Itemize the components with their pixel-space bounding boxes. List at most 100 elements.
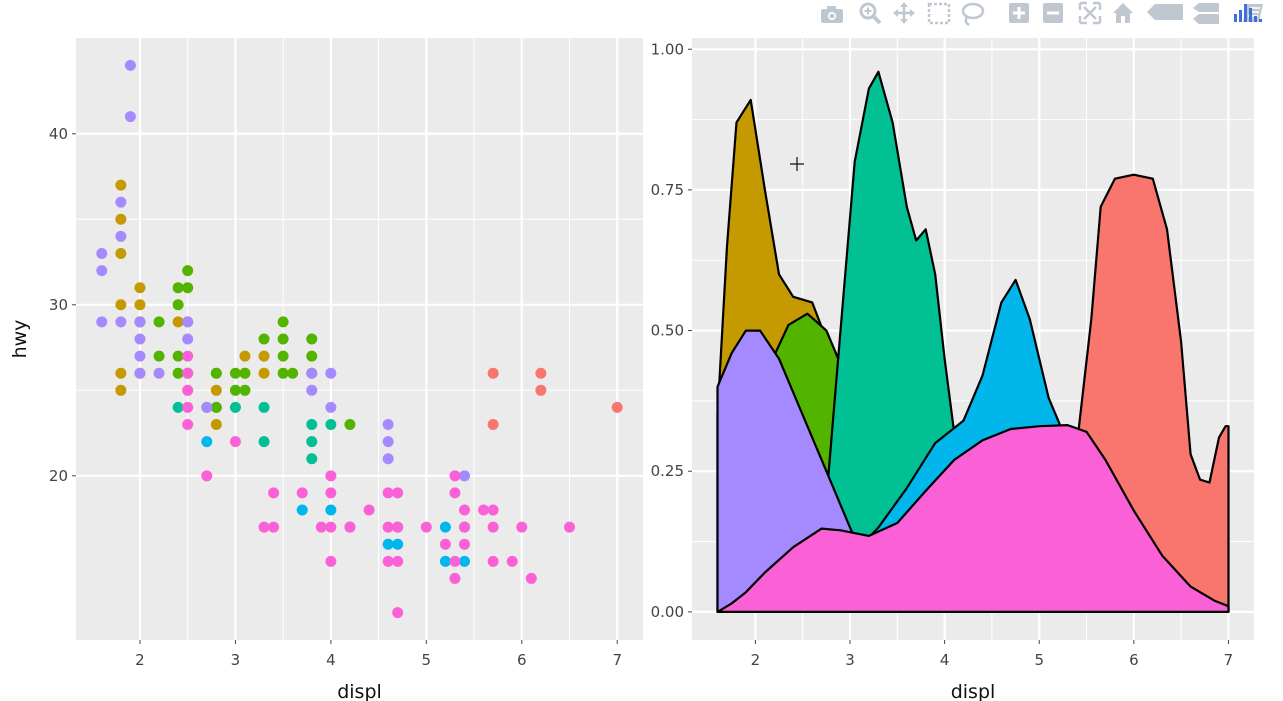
plotly-logo-bar[interactable] bbox=[1239, 10, 1242, 22]
zoom-icon[interactable] bbox=[859, 2, 882, 25]
scatter-point-2seater[interactable] bbox=[535, 384, 547, 396]
scatter-point-compact[interactable] bbox=[210, 384, 222, 396]
scatter-point-midsize[interactable] bbox=[306, 333, 318, 345]
scatter-point-midsize[interactable] bbox=[258, 333, 270, 345]
zoom-in-icon[interactable] bbox=[1009, 3, 1029, 23]
scatter-point-suv[interactable] bbox=[449, 470, 461, 482]
scatter-point-subcompact[interactable] bbox=[124, 111, 136, 123]
scatter-point-subcompact[interactable] bbox=[96, 316, 108, 328]
scatter-point-subcompact[interactable] bbox=[115, 196, 127, 208]
scatter-point-subcompact[interactable] bbox=[96, 265, 108, 277]
scatter-point-subcompact[interactable] bbox=[134, 367, 146, 379]
scatter-point-midsize[interactable] bbox=[277, 316, 289, 328]
scatter-point-subcompact[interactable] bbox=[459, 470, 470, 482]
scatter-point-subcompact[interactable] bbox=[96, 247, 108, 259]
scatter-point-minivan[interactable] bbox=[306, 436, 318, 448]
scatter-point-midsize[interactable] bbox=[277, 333, 289, 345]
scatter-point-pickup[interactable] bbox=[201, 436, 213, 448]
spike-lines-icon[interactable] bbox=[1147, 4, 1183, 20]
scatter-point-suv[interactable] bbox=[382, 521, 394, 533]
scatter-point-suv[interactable] bbox=[229, 436, 241, 448]
scatter-point-midsize[interactable] bbox=[153, 350, 165, 362]
scatter-point-midsize[interactable] bbox=[182, 282, 194, 294]
scatter-point-midsize[interactable] bbox=[239, 367, 251, 379]
scatter-point-midsize[interactable] bbox=[239, 384, 251, 396]
density-areas[interactable] bbox=[716, 70, 1230, 613]
scatter-point-subcompact[interactable] bbox=[115, 230, 127, 242]
scatter-point-2seater[interactable] bbox=[535, 367, 547, 379]
scatter-point-subcompact[interactable] bbox=[382, 453, 394, 465]
scatter-point-midsize[interactable] bbox=[153, 316, 165, 328]
camera-icon[interactable] bbox=[821, 6, 843, 23]
scatter-point-compact[interactable] bbox=[258, 367, 270, 379]
plotly-logo-bar[interactable] bbox=[1244, 4, 1247, 22]
scatter-point-minivan[interactable] bbox=[306, 453, 318, 465]
scatter-point-pickup[interactable] bbox=[296, 504, 308, 516]
scatter-point-compact[interactable] bbox=[115, 384, 127, 396]
scatter-point-compact[interactable] bbox=[115, 247, 127, 259]
scatter-point-midsize[interactable] bbox=[229, 384, 241, 396]
scatter-point-suv[interactable] bbox=[382, 487, 394, 499]
scatter-point-midsize[interactable] bbox=[172, 299, 184, 311]
scatter-point-suv[interactable] bbox=[325, 555, 337, 567]
scatter-point-suv[interactable] bbox=[449, 555, 461, 567]
scatter-point-midsize[interactable] bbox=[210, 367, 222, 379]
scatter-point-compact[interactable] bbox=[134, 282, 146, 294]
scatter-point-pickup[interactable] bbox=[459, 555, 470, 567]
plotly-logo-bar[interactable] bbox=[1254, 16, 1257, 22]
scatter-point-suv[interactable] bbox=[564, 521, 575, 533]
scatter-point-suv[interactable] bbox=[449, 572, 461, 584]
plotly-logo-bar[interactable] bbox=[1259, 19, 1262, 22]
scatter-point-compact[interactable] bbox=[115, 213, 127, 225]
scatter-point-compact[interactable] bbox=[115, 179, 127, 191]
scatter-point-minivan[interactable] bbox=[229, 401, 241, 413]
compare-hover-icon[interactable] bbox=[1193, 3, 1219, 24]
scatter-point-suv[interactable] bbox=[182, 401, 194, 413]
scatter-point-pickup[interactable] bbox=[325, 504, 337, 516]
scatter-point-subcompact[interactable] bbox=[134, 333, 146, 345]
scatter-point-suv[interactable] bbox=[420, 521, 432, 533]
autoscale-icon[interactable] bbox=[1078, 1, 1102, 25]
scatter-point-compact[interactable] bbox=[134, 299, 146, 311]
scatter-point-suv[interactable] bbox=[344, 521, 356, 533]
scatter-point-suv[interactable] bbox=[315, 521, 327, 533]
scatter-points[interactable] bbox=[96, 59, 623, 619]
scatter-point-midsize[interactable] bbox=[277, 350, 289, 362]
scatter-point-subcompact[interactable] bbox=[325, 367, 337, 379]
plotly-logo-bar[interactable] bbox=[1249, 8, 1252, 22]
scatter-point-suv[interactable] bbox=[296, 487, 308, 499]
scatter-point-midsize[interactable] bbox=[172, 282, 184, 294]
scatter-point-midsize[interactable] bbox=[287, 367, 299, 379]
scatter-point-suv[interactable] bbox=[392, 521, 404, 533]
pan-icon[interactable] bbox=[893, 2, 915, 24]
plotly-logo-icon[interactable] bbox=[1234, 4, 1262, 22]
density-area-suv[interactable] bbox=[716, 424, 1230, 613]
scatter-point-suv[interactable] bbox=[459, 521, 470, 533]
scatter-point-subcompact[interactable] bbox=[382, 436, 394, 448]
scatter-point-subcompact[interactable] bbox=[201, 401, 213, 413]
scatter-point-subcompact[interactable] bbox=[325, 401, 337, 413]
scatter-point-subcompact[interactable] bbox=[134, 316, 146, 328]
scatter-point-suv[interactable] bbox=[392, 607, 404, 619]
scatter-point-suv[interactable] bbox=[182, 350, 194, 362]
scatter-point-compact[interactable] bbox=[210, 419, 222, 431]
scatter-point-suv[interactable] bbox=[459, 504, 470, 516]
scatter-point-pickup[interactable] bbox=[439, 555, 451, 567]
scatter-point-suv[interactable] bbox=[478, 504, 490, 516]
scatter-point-midsize[interactable] bbox=[306, 350, 318, 362]
scatter-point-subcompact[interactable] bbox=[115, 316, 127, 328]
scatter-point-subcompact[interactable] bbox=[182, 333, 194, 345]
scatter-point-minivan[interactable] bbox=[306, 419, 318, 431]
scatter-point-suv[interactable] bbox=[363, 504, 375, 516]
scatter-point-suv[interactable] bbox=[182, 384, 194, 396]
scatter-point-suv[interactable] bbox=[268, 521, 280, 533]
scatter-point-suv[interactable] bbox=[182, 419, 194, 431]
scatter-point-midsize[interactable] bbox=[182, 265, 194, 277]
scatter-point-suv[interactable] bbox=[258, 521, 270, 533]
scatter-point-2seater[interactable] bbox=[487, 367, 499, 379]
scatter-point-pickup[interactable] bbox=[392, 538, 404, 550]
zoom-out-icon[interactable] bbox=[1043, 3, 1063, 23]
scatter-point-pickup[interactable] bbox=[439, 521, 451, 533]
scatter-point-subcompact[interactable] bbox=[134, 350, 146, 362]
